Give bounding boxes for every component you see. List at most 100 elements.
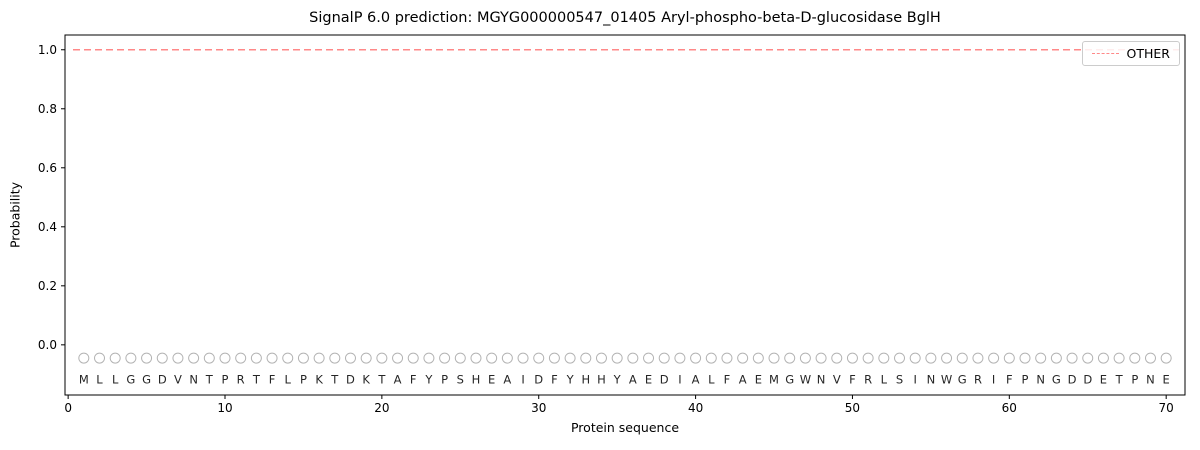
residue-letter: G xyxy=(142,373,151,387)
residue-marker xyxy=(392,352,404,364)
residue-letter: Y xyxy=(566,373,575,387)
residue-marker xyxy=(344,352,356,364)
residue-letter: Y xyxy=(613,373,622,387)
residue-marker xyxy=(360,352,372,364)
x-axis-label: Protein sequence xyxy=(570,420,680,435)
residue-marker xyxy=(643,352,655,364)
residue-marker xyxy=(972,352,984,364)
residue-letter: I xyxy=(678,373,681,387)
x-tick-label: 40 xyxy=(688,401,703,415)
residue-marker xyxy=(752,352,764,364)
residue-letter: A xyxy=(692,373,700,387)
legend-other-line-icon xyxy=(1091,53,1119,54)
residue-letter: F xyxy=(724,373,731,387)
residue-letter: K xyxy=(362,373,370,387)
residue-letter: R xyxy=(974,373,982,387)
residue-marker xyxy=(1035,352,1047,364)
residue-letter: D xyxy=(534,373,543,387)
residue-letter: E xyxy=(1163,373,1170,387)
residue-letter: F xyxy=(849,373,856,387)
x-tick-label: 30 xyxy=(531,401,546,415)
residue-marker xyxy=(78,352,90,364)
residue-marker xyxy=(1160,352,1172,364)
x-tick-label: 60 xyxy=(1002,401,1017,415)
x-tick-label: 50 xyxy=(845,401,860,415)
residue-marker xyxy=(376,352,388,364)
residue-marker xyxy=(219,352,231,364)
residue-letter: F xyxy=(551,373,558,387)
residue-marker xyxy=(203,352,215,364)
residue-letter: L xyxy=(96,373,103,387)
residue-marker xyxy=(109,352,121,364)
residue-letter: F xyxy=(269,373,276,387)
residue-letter: N xyxy=(1146,373,1155,387)
residue-letter: Y xyxy=(424,373,433,387)
residue-marker xyxy=(1097,352,1109,364)
residue-marker xyxy=(846,352,858,364)
x-tick-label: 20 xyxy=(374,401,389,415)
residue-marker xyxy=(768,352,780,364)
residue-letter: A xyxy=(503,373,511,387)
residue-letter: K xyxy=(315,373,323,387)
residue-letter: T xyxy=(330,373,339,387)
residue-marker xyxy=(956,352,968,364)
residue-marker xyxy=(737,352,749,364)
residue-letter: F xyxy=(410,373,417,387)
y-tick-label: 0.0 xyxy=(38,338,57,352)
residue-letter: F xyxy=(1006,373,1013,387)
residue-letter: R xyxy=(237,373,245,387)
residue-marker xyxy=(831,352,843,364)
residue-letter: N xyxy=(189,373,198,387)
residue-letter: P xyxy=(1131,373,1138,387)
residue-marker xyxy=(580,352,592,364)
residue-marker xyxy=(313,352,325,364)
residue-marker xyxy=(470,352,482,364)
residue-marker xyxy=(501,352,513,364)
residue-letter: G xyxy=(958,373,967,387)
y-tick-label: 0.8 xyxy=(38,102,57,116)
x-tick-label: 70 xyxy=(1159,401,1174,415)
residue-letter: E xyxy=(645,373,652,387)
residue-letter: N xyxy=(817,373,826,387)
residue-marker xyxy=(188,352,200,364)
residue-marker xyxy=(988,352,1000,364)
residue-letter: M xyxy=(79,373,89,387)
residue-marker xyxy=(705,352,717,364)
residue-letter: A xyxy=(629,373,637,387)
residue-letter: D xyxy=(158,373,167,387)
residue-marker xyxy=(423,352,435,364)
residue-marker xyxy=(1144,352,1156,364)
residue-letter: E xyxy=(488,373,495,387)
residue-letter: V xyxy=(833,373,841,387)
residue-letter: W xyxy=(941,373,952,387)
plot-border xyxy=(64,34,1186,396)
residue-letter: G xyxy=(126,373,135,387)
residue-marker xyxy=(1003,352,1015,364)
residue-letter: L xyxy=(112,373,119,387)
residue-letter: H xyxy=(597,373,606,387)
residue-marker xyxy=(1082,352,1094,364)
residue-letter: I xyxy=(521,373,524,387)
residue-marker xyxy=(156,352,168,364)
residue-letter: L xyxy=(285,373,292,387)
residue-marker xyxy=(454,352,466,364)
residue-marker xyxy=(407,352,419,364)
residue-marker xyxy=(862,352,874,364)
residue-marker xyxy=(1019,352,1031,364)
residue-marker xyxy=(172,352,184,364)
chart-title: SignalP 6.0 prediction: MGYG000000547_01… xyxy=(309,10,941,26)
residue-letter: P xyxy=(441,373,448,387)
residue-marker xyxy=(486,352,498,364)
residue-marker xyxy=(564,352,576,364)
residue-letter: I xyxy=(992,373,995,387)
residue-letter: D xyxy=(346,373,355,387)
residue-marker xyxy=(815,352,827,364)
residue-letter: D xyxy=(1068,373,1077,387)
residue-letter: T xyxy=(1115,373,1124,387)
residue-marker xyxy=(799,352,811,364)
residue-marker xyxy=(941,352,953,364)
residue-letter: P xyxy=(1022,373,1029,387)
x-tick-label: 10 xyxy=(217,401,232,415)
